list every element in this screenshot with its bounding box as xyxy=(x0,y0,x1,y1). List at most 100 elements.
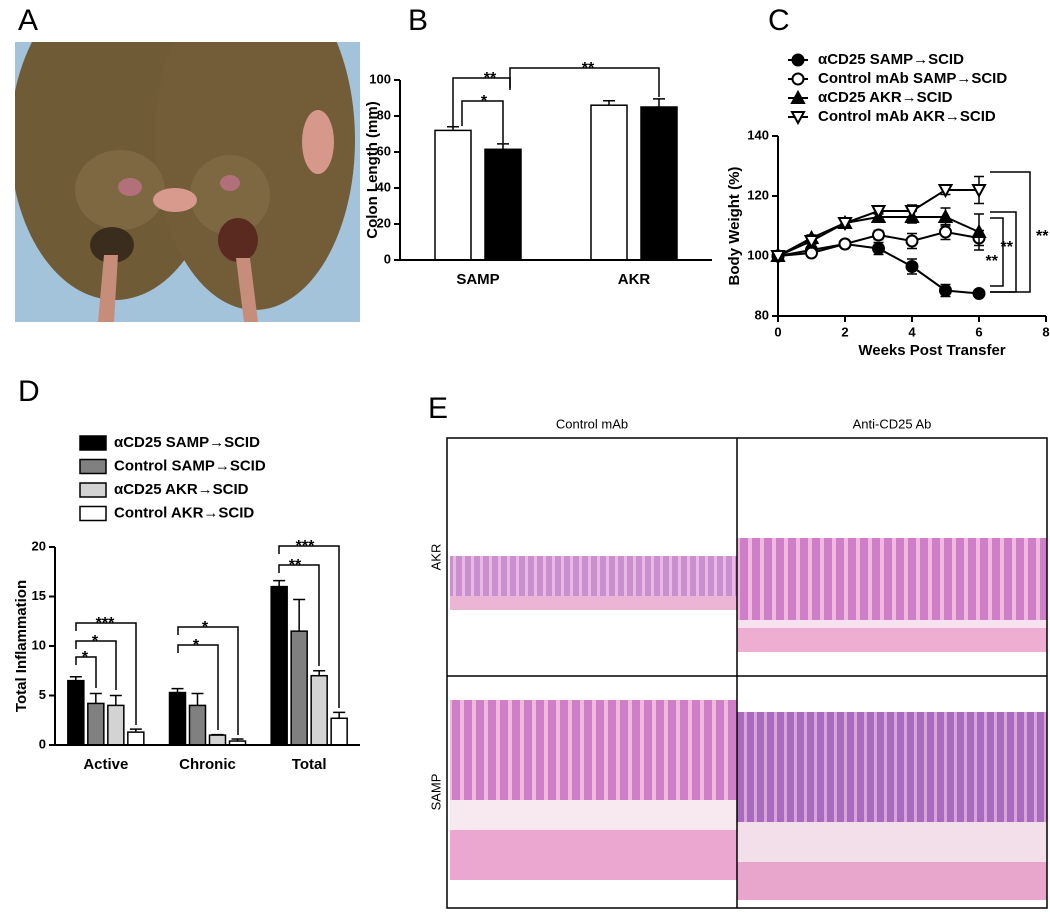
significance-label: ** xyxy=(1036,228,1049,245)
bar xyxy=(127,731,145,746)
x-tick-label: Active xyxy=(83,756,128,773)
bar xyxy=(188,704,207,746)
legend-label: αCD25 SAMP→SCID xyxy=(818,51,964,68)
legend-label: Control SAMP→SCID xyxy=(114,457,266,474)
y-tick-label: 80 xyxy=(377,107,391,122)
y-axis-title: Total Inflammation xyxy=(13,580,30,712)
marker xyxy=(805,246,818,260)
x-axis-title: Weeks Post Transfer xyxy=(858,342,1005,359)
legend-label: αCD25 AKR→SCID xyxy=(818,89,953,106)
y-tick-label: 20 xyxy=(377,215,391,230)
bar xyxy=(330,717,348,746)
error-bar xyxy=(109,694,122,706)
significance-label: ** xyxy=(289,557,302,574)
column-header: Control mAb xyxy=(556,416,628,431)
significance-bracket xyxy=(461,100,504,143)
legend-label: Control mAb AKR→SCID xyxy=(818,108,996,125)
x-tick-label: 0 xyxy=(774,324,781,339)
bar xyxy=(484,148,522,261)
x-tick-label: SAMP xyxy=(456,271,499,288)
error-bar xyxy=(191,692,204,706)
significance-bracket xyxy=(177,626,239,735)
significance-label: *** xyxy=(96,615,115,632)
panel-label: E xyxy=(428,392,448,425)
significance-bracket xyxy=(990,171,1031,293)
x-tick-label: Total xyxy=(292,756,327,773)
error-bar xyxy=(89,692,102,704)
marker xyxy=(790,89,806,104)
bar xyxy=(290,630,308,746)
error-bar xyxy=(313,670,326,676)
significance-bracket xyxy=(278,564,320,666)
bar xyxy=(270,585,288,746)
x-tick-label: AKR xyxy=(618,271,651,288)
significance-label: ** xyxy=(484,70,497,87)
bar xyxy=(107,704,125,746)
marker xyxy=(972,287,986,300)
marker xyxy=(904,205,920,220)
marker xyxy=(937,184,954,199)
panel-label: B xyxy=(408,4,428,37)
marker xyxy=(791,72,805,86)
error-bar xyxy=(603,99,615,106)
legend-swatch xyxy=(79,435,107,451)
marker xyxy=(791,53,805,67)
marker xyxy=(770,250,786,265)
significance-bracket xyxy=(75,622,137,725)
significance-label: * xyxy=(92,633,99,650)
x-tick-label: 8 xyxy=(1042,324,1049,339)
panel-label: D xyxy=(18,375,40,408)
bar xyxy=(640,106,678,261)
marker xyxy=(872,242,885,255)
legend-label: Control mAb SAMP→SCID xyxy=(818,70,1007,87)
marker xyxy=(939,225,952,239)
significance-bracket xyxy=(75,640,117,690)
panel-label: A xyxy=(18,4,38,37)
y-tick-label: 5 xyxy=(39,687,46,702)
error-bar xyxy=(497,143,509,150)
marker xyxy=(872,228,885,242)
marker xyxy=(939,284,952,297)
y-tick-label: 120 xyxy=(747,187,769,202)
significance-label: * xyxy=(82,649,89,666)
marker xyxy=(905,260,919,273)
x-tick-label: 2 xyxy=(841,324,848,339)
y-tick-label: 0 xyxy=(384,251,391,266)
marker xyxy=(790,111,806,126)
bar xyxy=(590,104,628,261)
y-tick-label: 100 xyxy=(369,71,391,86)
significance-bracket xyxy=(990,217,1004,287)
marker xyxy=(937,208,954,223)
y-tick-label: 140 xyxy=(747,127,769,142)
x-tick-label: 4 xyxy=(908,324,916,339)
significance-label: * xyxy=(202,619,209,636)
error-bar xyxy=(333,711,346,719)
legend-swatch xyxy=(79,458,107,475)
bar xyxy=(168,691,187,746)
significance-label: ** xyxy=(986,253,999,270)
x-tick-label: Chronic xyxy=(179,756,236,773)
error-bar xyxy=(293,598,306,632)
bar xyxy=(67,679,85,746)
column-header: Anti-CD25 Ab xyxy=(853,416,932,431)
marker xyxy=(803,235,820,250)
y-axis-title: Colon Length (mm) xyxy=(364,101,381,238)
error-bar xyxy=(273,579,286,587)
y-tick-label: 100 xyxy=(747,247,769,262)
legend-swatch xyxy=(79,482,107,498)
marker xyxy=(971,223,987,238)
legend-swatch xyxy=(79,505,107,522)
significance-bracket xyxy=(177,644,219,730)
legend-label: Control AKR→SCID xyxy=(114,504,254,521)
legend-label: αCD25 AKR→SCID xyxy=(114,481,249,498)
panel-label: C xyxy=(768,4,790,37)
y-tick-label: 10 xyxy=(32,637,46,652)
histology-images xyxy=(446,437,1048,909)
significance-label: ** xyxy=(1001,239,1014,256)
bar xyxy=(434,129,472,261)
marker xyxy=(838,237,852,251)
y-tick-label: 40 xyxy=(377,179,391,194)
significance-bracket xyxy=(278,545,340,708)
significance-label: * xyxy=(481,93,488,110)
